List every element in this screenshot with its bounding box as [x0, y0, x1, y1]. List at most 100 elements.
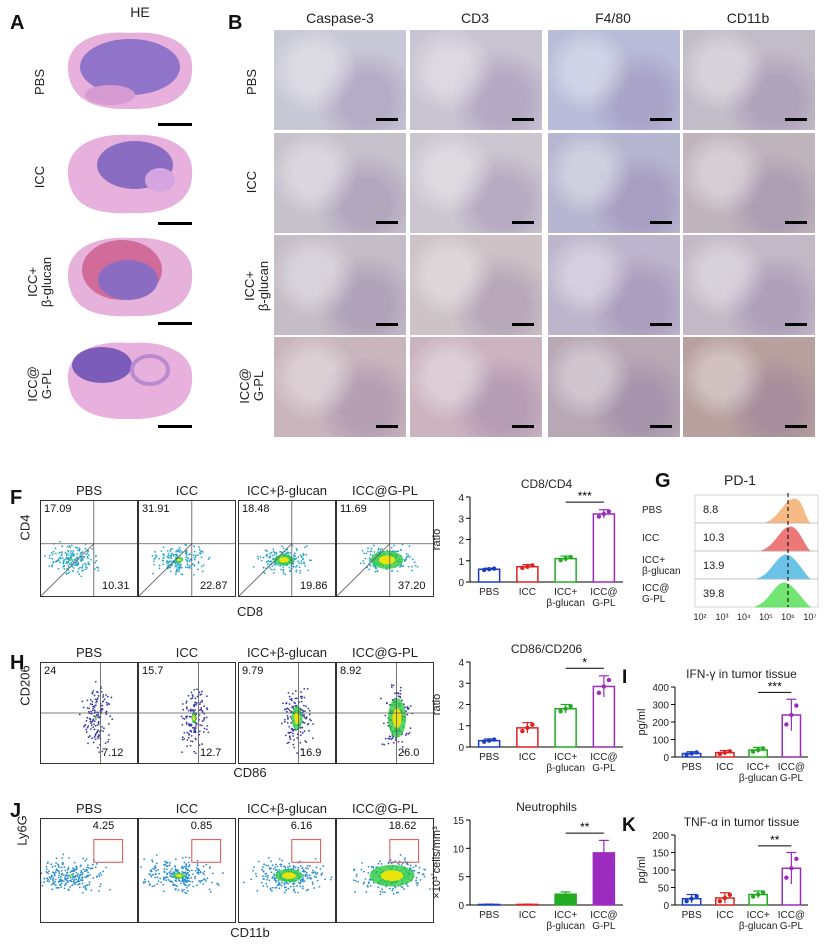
- data-point: [486, 738, 492, 743]
- y-tick-label: 0: [458, 578, 464, 589]
- significance-marker: **: [770, 833, 780, 847]
- y-axis-label: pg/ml: [636, 709, 648, 736]
- data-point: [684, 899, 689, 904]
- x-tick-label: ICC@ G-PL: [590, 587, 617, 609]
- pd1-row-label: ICC: [642, 533, 659, 544]
- x-tick-label: ICC@ G-PL: [590, 752, 617, 774]
- flow-gate-value: 6.16: [290, 820, 313, 832]
- y-axis-label: ratio: [431, 529, 443, 550]
- scale-bar: [158, 222, 192, 225]
- x-tick-label: PBS: [479, 587, 499, 598]
- pd1-x-tick: 10⁷: [803, 612, 816, 622]
- scale-bar: [785, 118, 807, 121]
- panel-letter-j: J: [10, 800, 22, 822]
- significance-marker: ***: [768, 679, 782, 693]
- flow-plot-title: ICC@G-PL: [352, 645, 418, 660]
- panel-letter-a: A: [10, 12, 25, 34]
- data-point: [755, 747, 761, 753]
- flow-plot: [138, 500, 236, 597]
- scale-bar: [158, 123, 192, 126]
- data-point: [520, 728, 525, 734]
- flow-quadrant-lower-right: 26.0: [398, 747, 420, 759]
- ihc-image-tile: [410, 235, 542, 335]
- flow-quadrant-upper-left: 11.69: [340, 503, 367, 515]
- he-brain-pbs: [67, 32, 193, 110]
- flow-plot: [336, 662, 434, 764]
- data-point: [481, 567, 487, 573]
- ihc-image-tile: [410, 337, 542, 437]
- bar-chart: CD86/CD206 0 1 2 3 4 ratio PBS ICC ICC+ β-glucanIC…: [431, 642, 623, 774]
- bar: [592, 513, 616, 583]
- scale-bar: [650, 425, 672, 428]
- flow-quadrant-lower-right: 22.87: [200, 580, 228, 592]
- x-tick-label: PBS: [479, 910, 499, 921]
- scale-bar: [512, 221, 534, 224]
- flow-plot-title: ICC@G-PL: [352, 801, 418, 816]
- x-tick-label: ICC+ β-glucan: [546, 587, 585, 609]
- flow-quadrant-lower-right: 12.7: [200, 747, 222, 759]
- data-point: [596, 514, 602, 519]
- y-tick-label: 3: [458, 679, 464, 690]
- data-point: [717, 751, 723, 757]
- y-tick-label: 0: [458, 743, 464, 754]
- data-point: [722, 895, 728, 901]
- y-tick-label: 100: [652, 736, 669, 747]
- col-header-f480: F4/80: [595, 10, 631, 26]
- pd1-x-tick: 10⁵: [759, 612, 773, 622]
- scale-bar: [512, 118, 534, 121]
- ihc-image-tile: [410, 133, 542, 233]
- x-tick-label: ICC+ β-glucan: [546, 752, 585, 774]
- scale-bar: [785, 425, 807, 428]
- significance-marker: **: [580, 820, 590, 834]
- data-point: [563, 706, 568, 711]
- data-point: [491, 737, 497, 742]
- data-point: [486, 567, 492, 572]
- flow-j-ylabel: Ly6G: [14, 815, 30, 846]
- flow-plot-title: PBS: [75, 801, 102, 816]
- y-axis-label: pg/ml: [636, 857, 648, 884]
- data-point: [606, 677, 612, 683]
- he-brain-icc: [67, 134, 193, 214]
- ihc-image-tile: [410, 30, 542, 130]
- y-tick-label: 0: [663, 901, 669, 912]
- y-tick-label: 50: [658, 884, 670, 895]
- pd1-row-value: 8.8: [703, 504, 718, 516]
- bar-chart: K TNF-α in tumor tissue 0 50 100 150 200 pg/ml P…: [622, 815, 808, 932]
- flow-quadrant-upper-left: 18.48: [242, 503, 270, 515]
- ihc-image-tile: [548, 235, 680, 335]
- x-tick-label: PBS: [682, 762, 702, 773]
- flow-gate-value: 18.62: [388, 820, 417, 832]
- ihc-image-tile: [683, 337, 815, 437]
- scale-bar: [512, 425, 534, 428]
- pd1-histogram: PBS 8.8 ICC 10.3 ICC+ β-glucan 13.9 ICC@ G-PL 39.…: [642, 493, 819, 622]
- panel-letter: I: [622, 667, 627, 688]
- data-point: [727, 892, 733, 898]
- scale-bar: [785, 221, 807, 224]
- flow-plot: [238, 500, 336, 597]
- flow-quadrant-lower-right: 37.20: [398, 580, 426, 592]
- flow-plot-title: ICC+β-glucan: [246, 483, 328, 498]
- row-label-icc-a: ICC: [32, 165, 47, 189]
- data-point: [530, 563, 535, 568]
- ihc-image-tile: [274, 235, 406, 335]
- panel-letter-f: F: [10, 487, 23, 509]
- flow-plot: [238, 818, 336, 923]
- pd1-row-label: ICC@ G-PL: [642, 583, 669, 605]
- bar-chart-title: CD8/CD4: [521, 477, 573, 491]
- flow-quadrant-upper-left: 24: [44, 665, 57, 677]
- scale-bar: [650, 118, 672, 121]
- data-point: [794, 703, 799, 708]
- data-point: [784, 722, 789, 727]
- x-tick-label: ICC: [519, 587, 536, 598]
- x-tick-label: PBS: [479, 752, 499, 763]
- data-point: [525, 725, 530, 731]
- y-tick-label: 200: [652, 718, 669, 729]
- data-point: [727, 749, 733, 754]
- flow-plot: [138, 818, 236, 923]
- flow-plot-title: ICC: [175, 801, 199, 816]
- data-point: [558, 557, 563, 563]
- scale-bar: [376, 425, 398, 428]
- col-header-caspase3: Caspase-3: [306, 10, 374, 26]
- pd1-row-label: ICC+ β-glucan: [642, 555, 681, 577]
- ihc-image-tile: [683, 30, 815, 130]
